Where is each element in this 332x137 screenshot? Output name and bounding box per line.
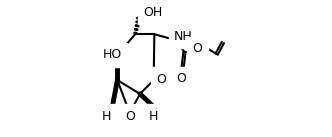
Text: O: O [193, 42, 203, 55]
Text: NH: NH [174, 30, 193, 43]
Text: H: H [102, 110, 111, 123]
Text: O: O [176, 72, 186, 85]
Text: HO: HO [102, 48, 122, 61]
Text: H: H [149, 110, 158, 123]
Text: O: O [157, 73, 167, 86]
Text: O: O [125, 110, 135, 123]
Text: OH: OH [143, 6, 163, 19]
